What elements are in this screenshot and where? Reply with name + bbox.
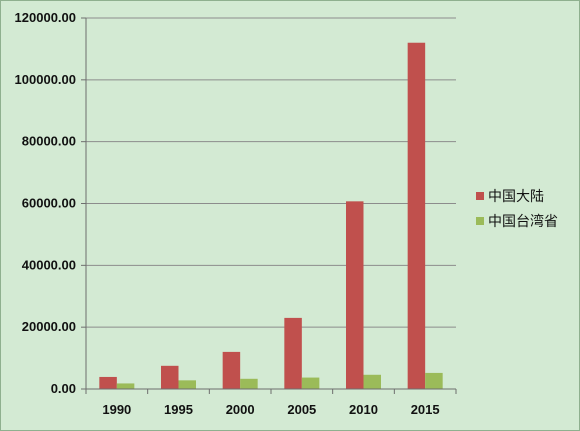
legend-swatch bbox=[476, 217, 484, 225]
bar-mainland-2010 bbox=[346, 201, 364, 389]
legend-label: 中国大陆 bbox=[488, 189, 544, 205]
legend-label: 中国台湾省 bbox=[488, 213, 558, 230]
y-tick-label: 60000.00 bbox=[22, 196, 76, 211]
x-tick-label: 2015 bbox=[411, 402, 440, 417]
x-tick-label: 2010 bbox=[349, 402, 378, 417]
bar-taiwan-1995 bbox=[178, 380, 196, 389]
x-axis-ticks: 1990 1995 2000 2005 2010 2015 bbox=[85, 389, 457, 417]
bar-mainland-1990 bbox=[99, 376, 117, 389]
y-tick-label: 80000.00 bbox=[22, 134, 76, 149]
bar-taiwan-2010 bbox=[363, 374, 381, 389]
gridlines bbox=[86, 17, 456, 328]
bar-taiwan-2015 bbox=[425, 372, 443, 389]
bar-taiwan-1990 bbox=[116, 383, 135, 389]
y-tick-label: 20000.00 bbox=[22, 319, 76, 334]
y-tick-label: 0.00 bbox=[51, 381, 76, 396]
bars bbox=[99, 42, 443, 389]
legend-swatch bbox=[476, 192, 484, 200]
y-axis-ticks: 0.00 20000.00 40000.00 60000.00 80000.00 1000… bbox=[15, 10, 86, 396]
x-tick-label: 1990 bbox=[102, 402, 131, 417]
y-tick-label: 100000.00 bbox=[15, 72, 76, 87]
y-tick-label: 40000.00 bbox=[22, 257, 76, 272]
bar-mainland-2005 bbox=[284, 317, 302, 389]
x-tick-label: 2005 bbox=[287, 402, 316, 417]
bar-taiwan-2000 bbox=[240, 378, 258, 389]
x-tick-label: 1995 bbox=[164, 402, 193, 417]
bar-mainland-2000 bbox=[222, 351, 241, 389]
y-tick-label: 120000.00 bbox=[15, 10, 76, 25]
bar-taiwan-2005 bbox=[301, 377, 320, 389]
x-tick-label: 2000 bbox=[226, 402, 255, 417]
bar-mainland-2015 bbox=[407, 42, 426, 389]
bar-mainland-1995 bbox=[161, 365, 179, 389]
